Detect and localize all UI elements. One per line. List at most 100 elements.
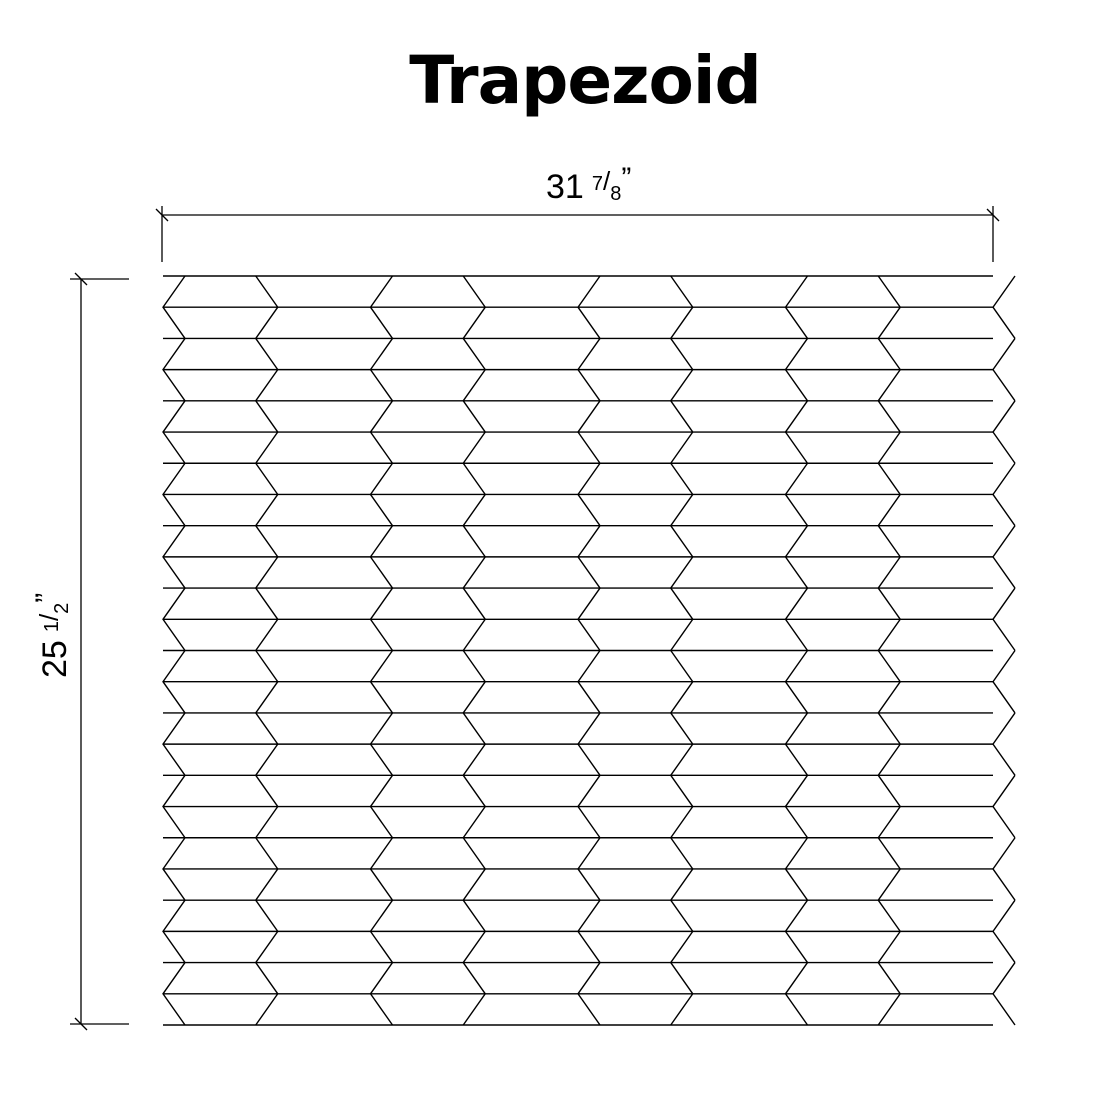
tile-joint-odd: [670, 899, 694, 963]
tile-joint-odd: [462, 962, 487, 1026]
width-dimension: [155, 206, 1000, 262]
tile-joint-odd: [877, 587, 902, 651]
tile-joint-odd: [255, 774, 279, 839]
tile-joint-even: [992, 774, 1016, 839]
tile-joint-even: [992, 400, 1016, 464]
tile-joint-even: [369, 400, 394, 464]
tile-joint-even: [992, 712, 1016, 776]
tile-joint-even: [784, 587, 809, 651]
tile-joint-even: [369, 837, 394, 901]
tile-joint-even: [162, 462, 186, 527]
tile-joint-odd: [670, 338, 694, 402]
tile-joint-even: [784, 774, 809, 839]
height-label: 251/2”: [30, 593, 74, 678]
tile-joint-even: [577, 650, 601, 714]
tile-joint-odd: [462, 837, 487, 901]
tile-joint-even: [369, 525, 394, 589]
tile-joint-even: [992, 837, 1016, 901]
tile-joint-odd: [670, 275, 694, 339]
tile-joint-even: [577, 525, 601, 589]
tile-joint-odd: [877, 525, 902, 589]
tile-joint-odd: [877, 462, 902, 527]
height-tick-top: [74, 272, 88, 286]
height-tick-bottom: [74, 1017, 88, 1031]
tile-joint-even: [784, 837, 809, 901]
tile-joint-even: [369, 899, 394, 963]
tile-joint-even: [577, 400, 601, 464]
tile-joint-even: [577, 962, 601, 1026]
tile-joint-odd: [255, 338, 279, 402]
tile-joint-even: [369, 587, 394, 651]
tile-joint-odd: [255, 275, 279, 339]
tile-joint-odd: [877, 837, 902, 901]
tile-joint-even: [369, 462, 394, 527]
tile-joint-even: [784, 462, 809, 527]
tile-joint-odd: [877, 962, 902, 1026]
tile-joint-odd: [877, 400, 902, 464]
tile-joint-even: [577, 275, 601, 339]
tile-joint-odd: [670, 650, 694, 714]
tile-joint-even: [784, 338, 809, 402]
tile-joint-odd: [255, 400, 279, 464]
tile-joint-even: [162, 275, 186, 339]
tile-joint-even: [577, 774, 601, 839]
tile-joint-odd: [877, 650, 902, 714]
tile-joint-odd: [670, 587, 694, 651]
tile-joint-odd: [255, 899, 279, 963]
tile-joint-odd: [670, 837, 694, 901]
tile-joint-odd: [877, 338, 902, 402]
tile-joint-odd: [670, 400, 694, 464]
tile-joint-even: [162, 837, 186, 901]
tile-joint-odd: [462, 712, 487, 776]
tile-joint-even: [162, 712, 186, 776]
height-dimension: [70, 272, 129, 1031]
tile-joint-odd: [877, 899, 902, 963]
tile-joint-odd: [462, 587, 487, 651]
tile-joint-odd: [462, 650, 487, 714]
tile-joint-even: [784, 962, 809, 1026]
tile-joint-even: [784, 400, 809, 464]
tile-joint-odd: [462, 462, 487, 527]
tile-joint-even: [992, 899, 1016, 963]
tile-joint-odd: [255, 837, 279, 901]
tile-joint-even: [992, 462, 1016, 527]
tile-joint-odd: [255, 462, 279, 527]
tile-joint-even: [577, 587, 601, 651]
tile-joint-even: [784, 899, 809, 963]
width-label: 31 7/8”: [546, 162, 631, 206]
tile-joint-odd: [670, 462, 694, 527]
tile-joint-even: [784, 525, 809, 589]
tile-joint-odd: [877, 712, 902, 776]
tile-joint-even: [577, 899, 601, 963]
tile-joint-even: [577, 712, 601, 776]
tile-joint-even: [992, 587, 1016, 651]
tile-joint-odd: [462, 774, 487, 839]
tile-joint-even: [369, 275, 394, 339]
tile-joint-even: [162, 899, 186, 963]
tile-joint-even: [577, 462, 601, 527]
tile-joint-odd: [670, 525, 694, 589]
tile-joint-even: [162, 774, 186, 839]
tile-joint-even: [577, 837, 601, 901]
tile-joint-even: [992, 275, 1016, 339]
tile-joint-even: [369, 650, 394, 714]
tile-joint-even: [369, 338, 394, 402]
tile-joint-even: [992, 338, 1016, 402]
tile-joint-even: [162, 587, 186, 651]
tile-joint-even: [784, 712, 809, 776]
tile-joint-odd: [877, 275, 902, 339]
tile-joint-even: [577, 338, 601, 402]
tile-joint-odd: [255, 587, 279, 651]
width-tick-right: [986, 208, 1000, 222]
tile-joint-even: [784, 275, 809, 339]
tile-joint-even: [369, 962, 394, 1026]
tile-joint-even: [992, 962, 1016, 1026]
tile-joint-even: [162, 650, 186, 714]
tile-joint-even: [992, 650, 1016, 714]
tile-joint-odd: [255, 650, 279, 714]
tile-joint-even: [784, 650, 809, 714]
tile-joint-odd: [670, 712, 694, 776]
diagram-title: Trapezoid: [409, 42, 762, 119]
tile-joint-odd: [255, 712, 279, 776]
